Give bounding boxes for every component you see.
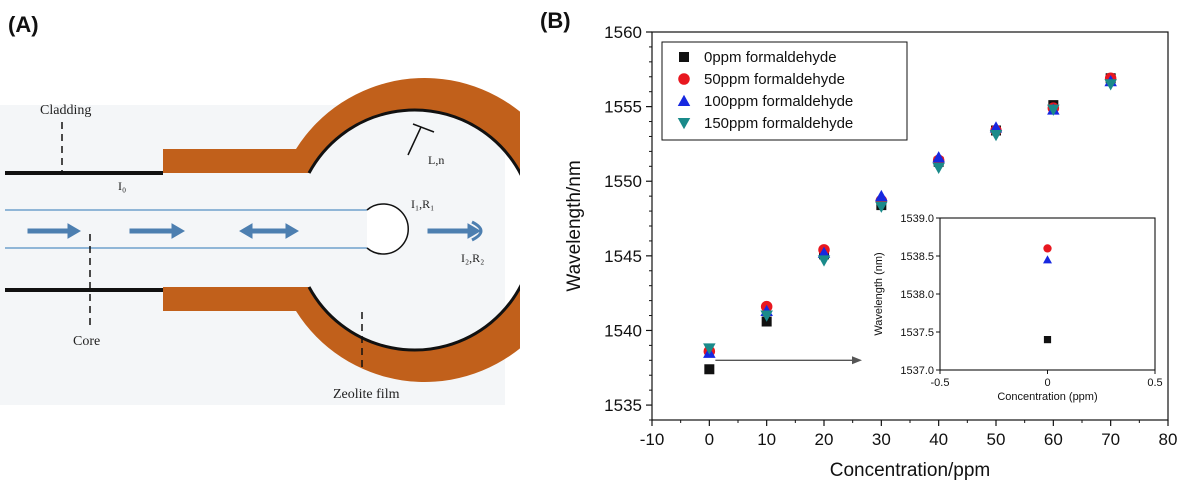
inset-x-tick-label: -0.5: [931, 377, 950, 389]
point-series2-x50: [989, 121, 1003, 133]
legend: 0ppm formaldehyde 50ppm formaldehyde 100…: [661, 41, 908, 141]
y-tick-label: 1560: [604, 23, 642, 42]
point-series3-x20: [817, 255, 831, 267]
core-label: Core: [73, 334, 100, 349]
inset-y-tick-label: 1537.5: [900, 327, 934, 339]
i1r1-label: I₁,R₁: [411, 197, 434, 211]
point-series3-x30: [875, 201, 888, 213]
point-series0-x0: [704, 364, 715, 375]
light-arrows: [27, 220, 483, 242]
y-tick-label: 1540: [604, 321, 642, 340]
thickness-tick: [412, 123, 435, 133]
main-y-axis-label: Wavelength/nm: [564, 160, 585, 291]
cladding-bend: [307, 108, 520, 352]
x-tick-label: 70: [1101, 430, 1120, 449]
legend-marker-2: [677, 94, 691, 106]
inset-x-tick-label: 0: [1044, 377, 1050, 389]
point-series3-x70: [1104, 79, 1117, 91]
inset-plot: [939, 217, 1156, 371]
legend-box: [661, 41, 908, 141]
main-x-ticks: -10 0 10 20 30 40 50 60 70 80: [640, 420, 1178, 449]
arrow-right-1: [27, 223, 81, 239]
zoom-arrow-head: [852, 356, 862, 365]
y-tick-label: 1550: [604, 172, 642, 191]
zeolite-film: [163, 78, 520, 382]
point-series3-x0: [703, 343, 716, 355]
inset-y-tick-label: 1538.5: [900, 251, 934, 263]
x-tick-label: -10: [640, 430, 665, 449]
main-x-axis-label: Concentration/ppm: [830, 460, 991, 481]
inset-y-axis-label: Wavelength (nm): [873, 252, 885, 335]
x-tick-label: 40: [929, 430, 948, 449]
arrow-double: [239, 223, 299, 239]
x-tick-label: 20: [815, 430, 834, 449]
inset-x-tick-label: 0.5: [1147, 377, 1162, 389]
inset-y-tick-label: 1539.0: [900, 213, 934, 225]
point-series2-x40: [932, 151, 945, 163]
legend-entry-0ppm: 0ppm formaldehyde: [704, 49, 837, 66]
legend-entry-100ppm: 100ppm formaldehyde: [704, 93, 853, 110]
inset-point-1: [1043, 244, 1052, 253]
legend-marker-1: [678, 73, 690, 85]
inset-frame: [939, 217, 1156, 371]
panel-a-label: (A): [8, 12, 39, 37]
y-tick-label: 1535: [604, 396, 642, 415]
zoom-arrow: [715, 356, 862, 365]
inset-y-tick-label: 1538.0: [900, 289, 934, 301]
y-tick-label: 1555: [604, 98, 642, 117]
x-tick-label: 10: [757, 430, 776, 449]
sensor-diagram: Cladding I₀ Core Zeolite film L,n I₁,R₁ …: [0, 78, 520, 405]
thickness-marker: [407, 126, 422, 156]
point-series3-x50: [989, 129, 1003, 142]
cladding-label: Cladding: [40, 103, 91, 118]
reflection-curve: [471, 220, 483, 242]
panel-b-label: (B): [540, 8, 571, 33]
x-tick-label: 80: [1159, 430, 1178, 449]
x-tick-label: 0: [705, 430, 714, 449]
y-tick-label: 1545: [604, 247, 642, 266]
point-series3-x40: [932, 162, 945, 175]
x-tick-label: 60: [1044, 430, 1063, 449]
main-data-points: [703, 72, 1117, 375]
point-series2-x30: [875, 189, 888, 202]
inset-point-2: [1043, 255, 1052, 264]
x-tick-label: 50: [987, 430, 1006, 449]
legend-entry-150ppm: 150ppm formaldehyde: [704, 115, 853, 132]
legend-marker-3: [677, 118, 691, 130]
main-y-ticks: 1535 1540 1545 1550 1555 1560: [604, 23, 652, 421]
inset-data-points: [1043, 244, 1052, 344]
zeolite-label: Zeolite film: [333, 387, 400, 402]
point-series3-x10: [760, 310, 773, 322]
i2r2-label: I₂,R₂: [461, 251, 484, 265]
point-series2-x20: [817, 246, 831, 258]
ln-label: L,n: [428, 153, 444, 167]
x-tick-label: 30: [872, 430, 891, 449]
legend-markers: [677, 52, 691, 130]
inset-point-0: [1043, 336, 1052, 344]
i0-label: I₀: [118, 179, 126, 193]
legend-marker-0: [679, 52, 689, 62]
arrow-reflect: [427, 223, 481, 239]
inset-x-axis-label: Concentration (ppm): [997, 391, 1097, 403]
inset-y-tick-label: 1537.0: [900, 365, 934, 377]
fiber-end-cap: [366, 203, 409, 255]
legend-entry-50ppm: 50ppm formaldehyde: [704, 71, 845, 88]
inset-ticks: -0.5 0 0.5 1537.0 1537.5 1538.0 1538.5 1539.0: [900, 213, 1162, 389]
arrow-right-2: [129, 223, 185, 239]
point-series3-x60: [1047, 104, 1060, 116]
